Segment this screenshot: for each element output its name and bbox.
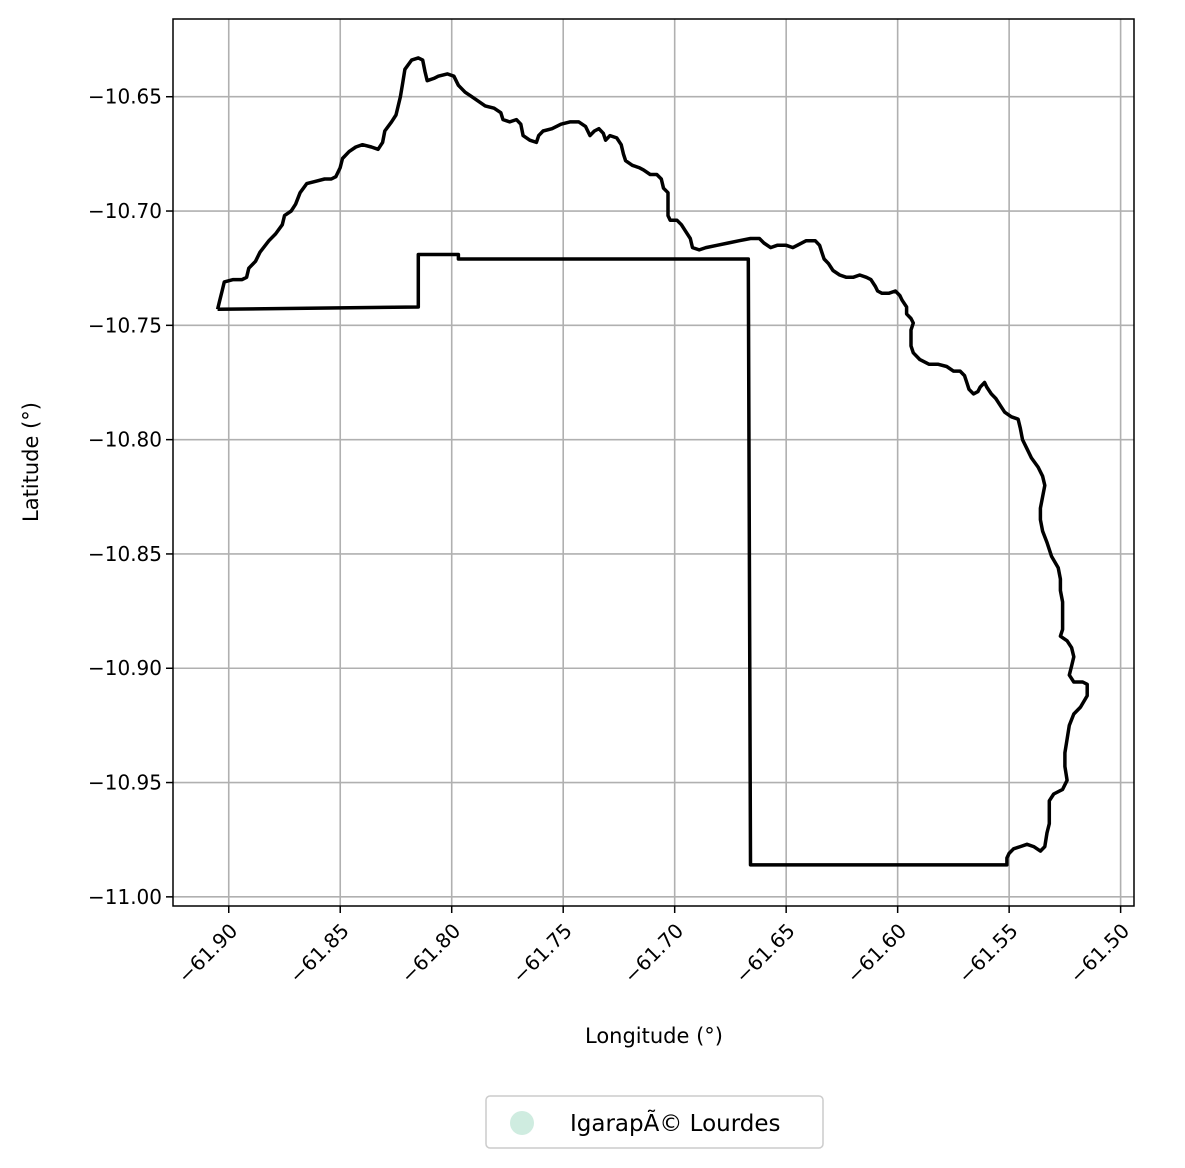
plot-frame bbox=[172, 18, 1135, 907]
y-tick-label: −10.65 bbox=[88, 85, 162, 109]
y-tick-label: −10.80 bbox=[88, 428, 162, 452]
y-axis-title: Latitude (°) bbox=[19, 402, 43, 522]
legend-label-igarape-lourdes: IgarapÃ© Lourdes bbox=[570, 1109, 781, 1137]
y-axis: −10.65 −10.70 −10.75 −10.80 −10.85 −10.90 −10.… bbox=[88, 85, 173, 909]
legend-marker-igarape-lourdes bbox=[510, 1111, 534, 1135]
y-tick-label: −10.75 bbox=[88, 313, 162, 337]
y-tick-label: −10.95 bbox=[88, 771, 162, 795]
y-tick-label: −10.70 bbox=[88, 199, 162, 223]
grid-lines bbox=[173, 19, 1134, 906]
y-tick-label: −10.90 bbox=[88, 656, 162, 680]
boundary-outline bbox=[215, 56, 1089, 867]
legend-box bbox=[485, 1095, 824, 1149]
y-tick-label: −11.00 bbox=[88, 885, 162, 909]
y-tick-label: −10.85 bbox=[88, 542, 162, 566]
x-axis-title: Longitude (°) bbox=[585, 1024, 723, 1048]
legend: IgarapÃ© Lourdes bbox=[485, 1095, 824, 1149]
